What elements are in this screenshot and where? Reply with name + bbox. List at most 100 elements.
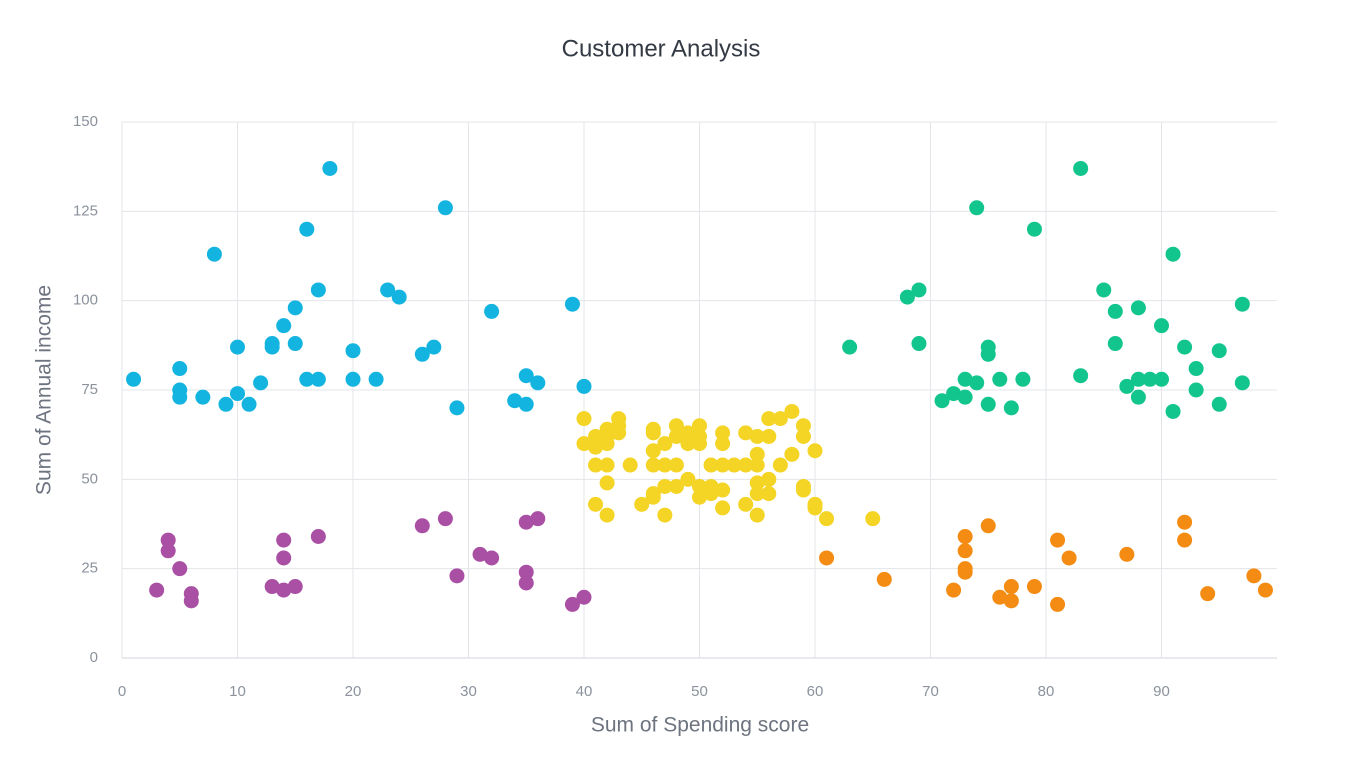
point bbox=[1246, 568, 1262, 584]
point bbox=[842, 339, 858, 355]
point bbox=[772, 457, 788, 473]
point bbox=[1257, 582, 1273, 598]
point bbox=[645, 457, 661, 473]
point bbox=[1003, 400, 1019, 416]
point bbox=[668, 428, 684, 444]
point bbox=[172, 361, 188, 377]
point bbox=[310, 529, 326, 545]
point bbox=[703, 486, 719, 502]
point bbox=[588, 439, 604, 455]
point bbox=[819, 511, 835, 527]
point bbox=[576, 589, 592, 605]
point bbox=[680, 436, 696, 452]
y-tick-label: 125 bbox=[73, 202, 98, 219]
point bbox=[703, 457, 719, 473]
point bbox=[588, 428, 604, 444]
point bbox=[715, 425, 731, 441]
point bbox=[310, 371, 326, 387]
point bbox=[795, 428, 811, 444]
x-tick-label: 80 bbox=[1038, 683, 1055, 700]
point bbox=[380, 282, 396, 298]
point bbox=[564, 596, 580, 612]
point bbox=[1154, 371, 1169, 387]
point bbox=[749, 446, 765, 462]
y-tick-label: 75 bbox=[81, 381, 98, 398]
point bbox=[1050, 532, 1066, 548]
point bbox=[946, 582, 962, 598]
y-tick-label: 50 bbox=[81, 470, 98, 487]
point bbox=[657, 457, 673, 473]
point bbox=[645, 425, 661, 441]
point bbox=[761, 411, 777, 427]
point bbox=[230, 339, 245, 355]
point bbox=[391, 289, 407, 305]
point bbox=[183, 593, 199, 609]
point bbox=[899, 289, 915, 305]
point bbox=[1107, 303, 1123, 319]
point bbox=[980, 518, 996, 534]
point bbox=[1026, 579, 1042, 595]
point bbox=[692, 478, 707, 494]
point bbox=[345, 343, 361, 359]
point bbox=[414, 518, 430, 534]
point bbox=[287, 579, 303, 595]
point bbox=[576, 436, 592, 452]
point bbox=[865, 511, 881, 527]
x-tick-label: 20 bbox=[345, 683, 362, 700]
point bbox=[738, 425, 754, 441]
point bbox=[819, 550, 835, 566]
point bbox=[807, 443, 823, 459]
chart-title: Customer Analysis bbox=[562, 35, 761, 62]
point bbox=[195, 389, 211, 405]
x-tick-label: 40 bbox=[576, 683, 593, 700]
point bbox=[911, 282, 927, 298]
point bbox=[1130, 371, 1146, 387]
point bbox=[1165, 403, 1181, 419]
point bbox=[957, 389, 973, 405]
point bbox=[588, 496, 604, 512]
point bbox=[126, 371, 142, 387]
point bbox=[230, 386, 245, 402]
point bbox=[761, 428, 777, 444]
point bbox=[518, 368, 534, 384]
x-tick-label: 0 bbox=[118, 683, 126, 700]
point bbox=[576, 411, 592, 427]
point bbox=[726, 457, 742, 473]
point bbox=[680, 471, 696, 487]
point bbox=[668, 457, 684, 473]
point bbox=[276, 550, 292, 566]
point bbox=[622, 457, 638, 473]
point bbox=[1026, 221, 1042, 237]
point bbox=[611, 425, 627, 441]
point bbox=[299, 221, 315, 237]
point bbox=[957, 543, 973, 559]
point bbox=[576, 378, 592, 394]
point bbox=[414, 346, 430, 362]
point bbox=[749, 507, 765, 523]
point bbox=[715, 482, 731, 498]
x-tick-label: 60 bbox=[807, 683, 824, 700]
point bbox=[1234, 296, 1250, 312]
point bbox=[946, 386, 962, 402]
y-tick-label: 150 bbox=[73, 113, 98, 130]
point bbox=[322, 160, 338, 176]
point bbox=[287, 300, 303, 316]
point bbox=[518, 575, 534, 591]
point bbox=[692, 436, 707, 452]
x-axis-title: Sum of Spending score bbox=[591, 714, 809, 737]
point bbox=[1119, 378, 1135, 394]
x-tick-label: 50 bbox=[691, 683, 708, 700]
point bbox=[1211, 396, 1227, 412]
point bbox=[1003, 593, 1019, 609]
point bbox=[264, 579, 280, 595]
point bbox=[749, 475, 765, 491]
point bbox=[957, 529, 973, 545]
point bbox=[680, 425, 696, 441]
point bbox=[264, 336, 280, 352]
grid: 0 25 50 75 100 125 150 0 10 20 30 40 50 60 70 80 90 bbox=[73, 113, 1277, 700]
point bbox=[518, 396, 534, 412]
point bbox=[599, 475, 615, 491]
point bbox=[276, 318, 292, 334]
point bbox=[1073, 368, 1089, 384]
